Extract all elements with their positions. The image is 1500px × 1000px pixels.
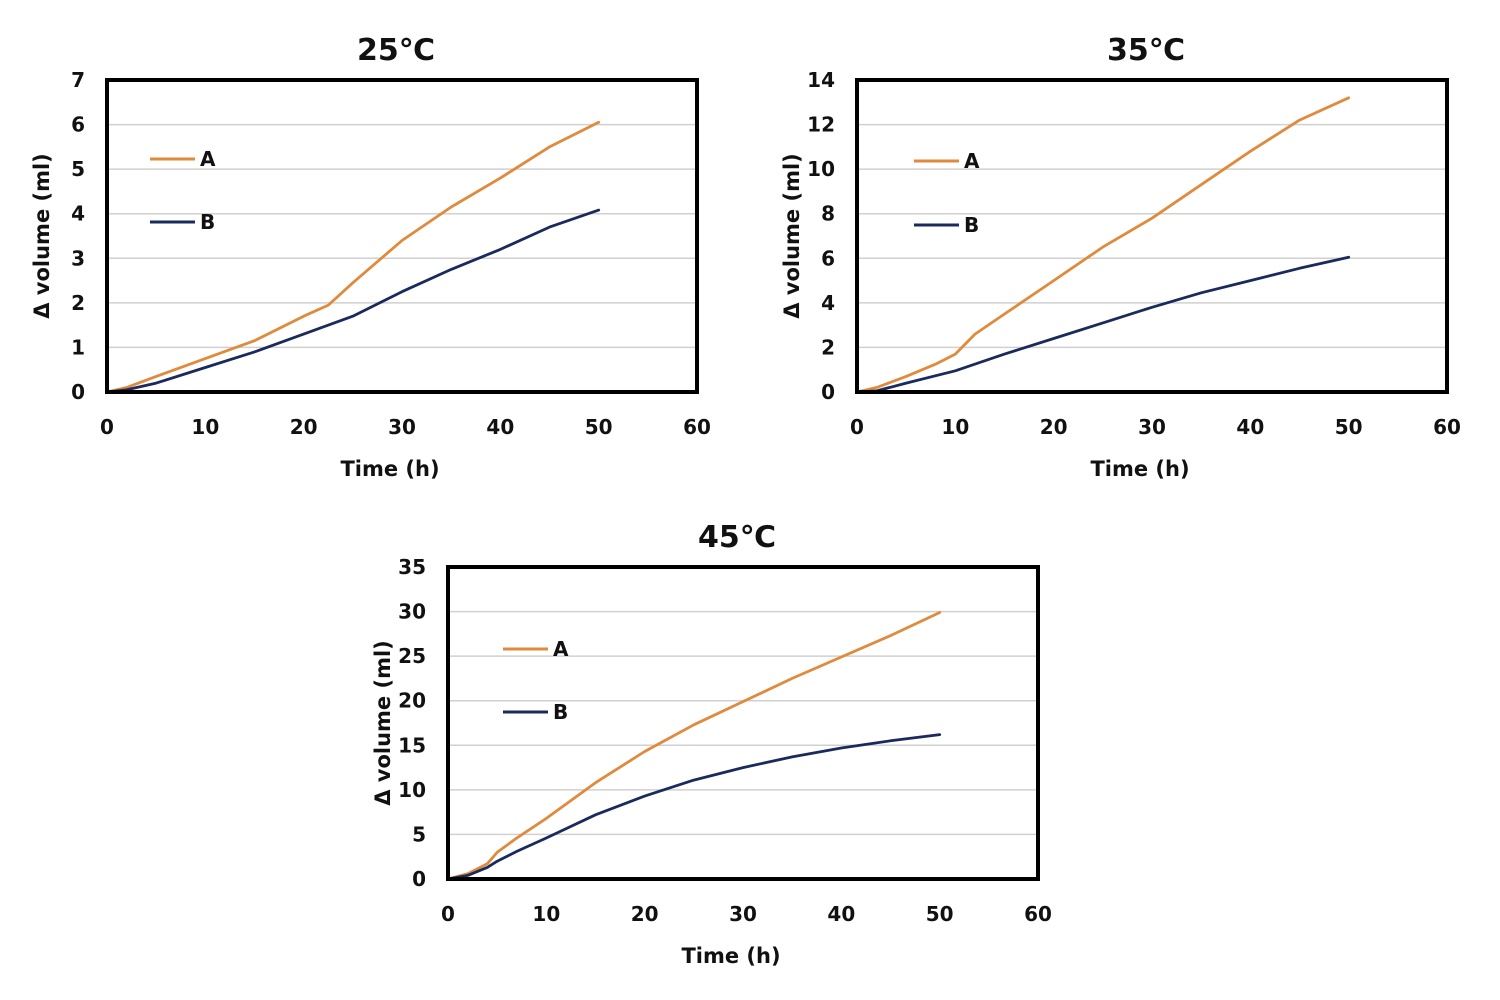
y-tick-label: 1 [71, 335, 85, 359]
x-tick-label: 30 [388, 415, 416, 439]
y-tick-label: 30 [398, 600, 426, 624]
chart-25c: 25℃ 0 1 2 3 4 5 6 7 0 10 20 30 40 50 60 Time (h) Δ volume… [30, 33, 711, 481]
x-tick-label: 0 [441, 902, 455, 926]
y-tick-label: 0 [412, 867, 426, 891]
y-tick-label: 5 [71, 157, 85, 181]
x-tick-label: 30 [729, 902, 757, 926]
y-tick-label: 4 [71, 202, 85, 226]
x-tick-label: 20 [631, 902, 659, 926]
y-tick-label: 0 [71, 380, 85, 404]
chart-35c: 35℃ 0 2 4 6 8 10 12 14 0 10 20 30 40 50 60 Time (h) Δ vol… [780, 33, 1461, 481]
series-line-b [855, 255, 1351, 394]
y-tick-label: 6 [71, 113, 85, 137]
y-axis-label: Δ volume (ml) [30, 153, 54, 319]
chart-title: 45℃ [698, 520, 776, 555]
y-tick-label: 25 [398, 644, 426, 668]
x-tick-label: 60 [1433, 415, 1461, 439]
chart-title: 25℃ [357, 33, 435, 68]
x-tick-label: 50 [585, 415, 613, 439]
x-tick-label: 60 [683, 415, 711, 439]
y-tick-label: 20 [398, 689, 426, 713]
y-tick-label: 0 [821, 380, 835, 404]
legend-label-b: B [964, 213, 979, 237]
plot-frame [105, 78, 699, 394]
x-tick-label: 60 [1024, 902, 1052, 926]
x-tick-label: 40 [486, 415, 514, 439]
legend-label-b: B [200, 210, 215, 234]
series-line-a [855, 96, 1351, 394]
y-axis-label: Δ volume (ml) [780, 153, 804, 319]
y-tick-label: 2 [71, 291, 85, 315]
y-tick-label: 35 [398, 555, 426, 579]
x-tick-label: 10 [191, 415, 219, 439]
x-tick-label: 10 [532, 902, 560, 926]
x-tick-label: 40 [827, 902, 855, 926]
x-tick-label: 10 [941, 415, 969, 439]
x-tick-label: 20 [1040, 415, 1068, 439]
y-tick-label: 12 [807, 113, 835, 137]
series-line-b [105, 208, 601, 394]
x-tick-label: 40 [1236, 415, 1264, 439]
plot-frame [855, 78, 1449, 394]
series-line-a [105, 120, 601, 394]
series-line-b [446, 733, 942, 881]
x-tick-label: 30 [1138, 415, 1166, 439]
y-tick-label: 10 [398, 778, 426, 802]
x-axis-label: Time (h) [340, 457, 439, 481]
legend-label-a: A [964, 149, 980, 173]
x-axis-label: Time (h) [1090, 457, 1189, 481]
y-tick-label: 14 [807, 68, 835, 92]
chart-title: 35℃ [1107, 33, 1185, 68]
series-line-a [446, 611, 942, 881]
y-axis-label: Δ volume (ml) [371, 640, 395, 806]
y-tick-label: 6 [821, 246, 835, 270]
y-tick-label: 8 [821, 202, 835, 226]
y-tick-label: 2 [821, 335, 835, 359]
legend-label-a: A [553, 637, 569, 661]
x-tick-label: 50 [1335, 415, 1363, 439]
plot-frame [446, 565, 1040, 881]
x-tick-label: 0 [100, 415, 114, 439]
x-tick-label: 0 [850, 415, 864, 439]
y-tick-label: 15 [398, 733, 426, 757]
legend-label-a: A [200, 147, 216, 171]
y-tick-label: 10 [807, 157, 835, 181]
x-tick-label: 20 [290, 415, 318, 439]
y-tick-label: 5 [412, 822, 426, 846]
chart-45c: 45℃ 0 5 10 15 20 25 30 35 0 10 20 30 40 50 60 Time (h) Δ … [371, 520, 1052, 968]
x-tick-label: 50 [926, 902, 954, 926]
legend-label-b: B [553, 700, 568, 724]
x-axis-label: Time (h) [681, 944, 780, 968]
y-tick-label: 7 [71, 68, 85, 92]
y-tick-label: 4 [821, 291, 835, 315]
y-tick-label: 3 [71, 246, 85, 270]
